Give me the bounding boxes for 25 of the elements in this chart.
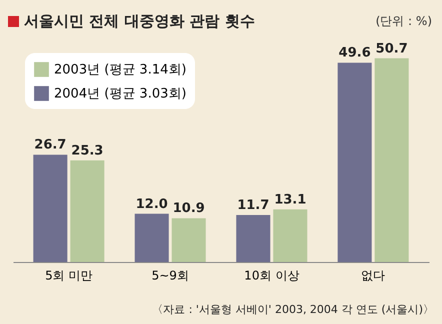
legend-label: 2004년 (평균 3.03회) xyxy=(54,86,186,102)
bar xyxy=(134,214,169,262)
x-tick-label: 5회 미만 xyxy=(45,268,93,282)
x-tick-label: 10회 이상 xyxy=(244,268,300,282)
data-label: 10.9 xyxy=(172,201,205,216)
bar xyxy=(236,214,270,262)
data-label: 12.0 xyxy=(136,196,168,212)
bar xyxy=(70,160,104,262)
data-label: 11.7 xyxy=(237,198,270,213)
chart-title: 서울시민 전체 대중영화 관람 횟수 xyxy=(24,12,255,30)
x-tick-label: 없다 xyxy=(361,268,386,282)
bar xyxy=(33,154,68,262)
data-label: 26.7 xyxy=(34,138,66,153)
data-label: 13.1 xyxy=(274,192,306,208)
chart-subtitle: (단위 : %) xyxy=(376,12,432,30)
text: 〈자료 : '서울형 서베이' 2003, 2004 각 연도 (서울시)〉 xyxy=(151,302,435,317)
bar xyxy=(273,209,308,262)
data-label: 25.3 xyxy=(71,143,104,158)
data-label: 50.7 xyxy=(376,41,408,56)
bar xyxy=(172,218,206,262)
bar xyxy=(338,62,372,262)
bar xyxy=(374,58,409,262)
data-label: 49.6 xyxy=(338,46,371,61)
x-tick-label: 5~9회 xyxy=(152,268,189,282)
legend-label: 2003년 (평균 3.14회) xyxy=(54,62,186,78)
